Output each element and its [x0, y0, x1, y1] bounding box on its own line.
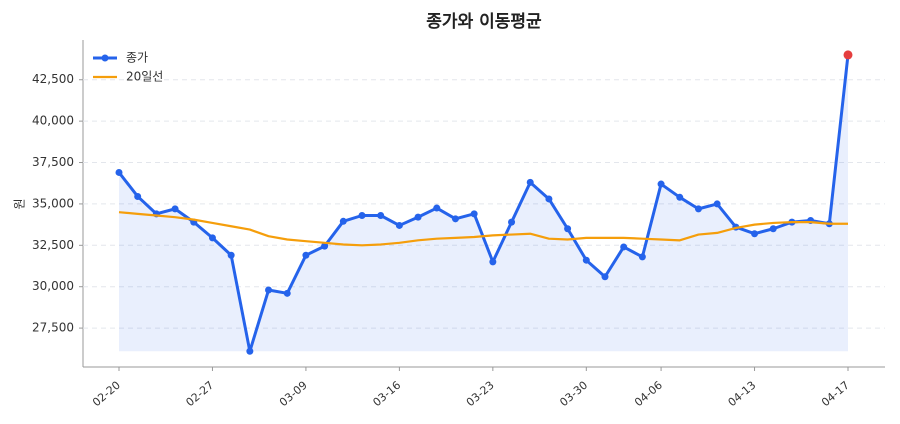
- point: [489, 258, 497, 266]
- y-tick-label: 40,000: [32, 114, 74, 128]
- y-tick-label: 32,500: [32, 238, 74, 252]
- y-tick-label: 35,000: [32, 196, 74, 210]
- line: [118, 211, 848, 247]
- point: [638, 253, 646, 261]
- point: [769, 225, 777, 233]
- y-axis-label: 원: [13, 198, 27, 209]
- x-tick-label: 02-27: [183, 379, 216, 410]
- x-tick-label: 03-16: [370, 379, 403, 410]
- y-tick-label: 27,500: [32, 321, 74, 335]
- point: [395, 221, 403, 229]
- point: [564, 225, 572, 233]
- y-tick-label: 30,000: [32, 279, 74, 293]
- x-tick-label: 03-23: [464, 379, 497, 410]
- point: [134, 192, 142, 200]
- y-tick-label: 42,500: [32, 72, 74, 86]
- x-tick-label: 04-17: [819, 379, 852, 410]
- point: [208, 234, 216, 242]
- point: [227, 251, 235, 259]
- point: [713, 200, 721, 208]
- point: [115, 168, 123, 176]
- point: [470, 210, 478, 218]
- point: [246, 347, 254, 355]
- point: [751, 230, 759, 238]
- x-tick-label: 03-30: [557, 379, 590, 410]
- x-tick-label: 04-13: [726, 379, 759, 410]
- point: [302, 251, 310, 259]
- point: [339, 217, 347, 225]
- point: [171, 205, 179, 213]
- point: [508, 218, 516, 226]
- legend-label: 20일선: [126, 70, 163, 84]
- point: [321, 242, 329, 250]
- point: [694, 205, 702, 213]
- x-tick-label: 03-09: [277, 379, 310, 410]
- chart-title: 종가와 이동평균: [426, 12, 542, 32]
- legend-label: 종가: [126, 51, 148, 65]
- x-tick-label: 02-20: [90, 379, 123, 410]
- point: [545, 195, 553, 203]
- point: [843, 50, 853, 60]
- y-tick-label: 37,500: [32, 155, 74, 169]
- point: [601, 273, 609, 281]
- x-tick-label: 04-06: [632, 379, 665, 410]
- point: [451, 215, 459, 223]
- line: [117, 54, 850, 353]
- point: [526, 178, 534, 186]
- area: [119, 54, 848, 352]
- point: [265, 286, 273, 294]
- point: [657, 180, 665, 188]
- point: [620, 243, 628, 251]
- point: [414, 213, 422, 221]
- point: [283, 289, 291, 297]
- point: [377, 212, 385, 220]
- point: [358, 212, 366, 220]
- legend-marker: [101, 54, 109, 62]
- point: [433, 204, 441, 212]
- point: [676, 193, 684, 201]
- point: [582, 256, 590, 264]
